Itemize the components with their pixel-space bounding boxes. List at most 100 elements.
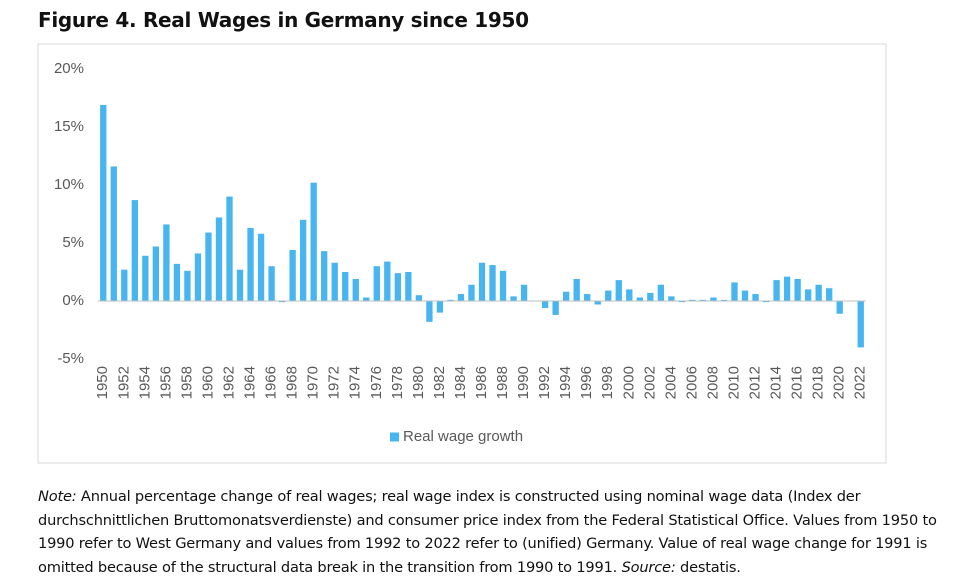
bar	[100, 104, 107, 302]
bar	[142, 255, 149, 301]
bar	[489, 265, 496, 301]
x-tick-label: 1998	[599, 366, 616, 399]
x-tick-label: 1970	[305, 366, 322, 399]
note-label: Note:	[38, 488, 77, 505]
bar	[594, 301, 601, 305]
bar	[510, 296, 517, 301]
x-tick-label: 1966	[263, 366, 280, 399]
bar	[342, 272, 349, 301]
x-tick-label: 2000	[620, 366, 637, 399]
chart-frame	[37, 43, 887, 464]
bar	[121, 269, 128, 301]
bar	[257, 233, 265, 301]
x-tick-label: 2004	[662, 366, 679, 399]
x-tick-label: 1968	[284, 366, 301, 399]
x-tick-label: 1964	[242, 366, 259, 399]
bar	[426, 301, 433, 322]
bar	[163, 224, 170, 301]
x-tick-label: 2010	[725, 366, 742, 399]
x-tick-label: 1982	[431, 366, 448, 399]
y-tick-label: 20%	[54, 60, 84, 77]
x-tick-label: 2006	[683, 366, 700, 399]
x-tick-label: 1978	[389, 366, 406, 399]
bar	[405, 272, 412, 301]
bar	[205, 232, 212, 301]
bar	[636, 297, 643, 301]
x-tick-label: 2018	[810, 366, 827, 399]
figure-title: Figure 4. Real Wages in Germany since 19…	[38, 8, 529, 32]
bar	[478, 262, 486, 301]
x-tick-label: 1996	[578, 366, 595, 399]
bar	[815, 284, 822, 301]
bar	[783, 276, 791, 301]
bar	[268, 266, 275, 301]
bar	[173, 263, 181, 301]
bar	[152, 246, 160, 301]
x-tick-label: 2014	[768, 366, 785, 399]
y-tick-label: -5%	[57, 350, 84, 367]
bar	[657, 284, 665, 301]
bar	[289, 249, 296, 301]
bar	[678, 301, 686, 303]
bar	[184, 270, 191, 301]
bar	[321, 251, 328, 301]
bar	[236, 269, 244, 301]
bar	[552, 301, 559, 315]
x-tick-label: 1992	[536, 366, 553, 399]
legend-swatch	[390, 432, 399, 442]
x-tick-label: 2022	[852, 366, 869, 399]
x-tick-label: 2008	[704, 366, 721, 399]
bar	[331, 262, 338, 301]
bar	[689, 299, 696, 301]
bar	[373, 266, 380, 301]
source-label: Source:	[621, 558, 676, 576]
x-tick-label: 1962	[220, 366, 237, 399]
x-tick-label: 1984	[452, 366, 469, 399]
bar	[699, 299, 707, 301]
bar	[668, 296, 675, 301]
bar	[836, 301, 843, 314]
bar	[762, 301, 770, 303]
bar	[468, 284, 475, 301]
bar	[110, 166, 117, 301]
y-tick-label: 5%	[62, 234, 84, 251]
bar	[194, 253, 202, 301]
bar	[584, 294, 591, 301]
x-tick-label: 1958	[178, 366, 195, 399]
bar	[573, 278, 580, 301]
x-tick-label: 1974	[347, 366, 364, 399]
x-tick-label: 2012	[747, 366, 764, 399]
x-tick-label: 1950	[94, 366, 111, 399]
x-tick-label: 2016	[789, 366, 806, 399]
x-tick-label: 1954	[136, 366, 153, 399]
bar	[457, 294, 465, 301]
x-tick-label: 2002	[641, 366, 658, 399]
bar	[647, 292, 654, 301]
bar	[131, 200, 138, 301]
bar	[794, 278, 801, 301]
bar	[541, 301, 549, 308]
bar	[752, 294, 759, 301]
bar	[278, 301, 286, 303]
bar	[363, 297, 370, 301]
bar	[247, 227, 254, 301]
bar	[520, 284, 528, 301]
legend-label: Real wage growth	[403, 428, 523, 445]
bar	[394, 273, 401, 301]
x-tick-label: 1994	[557, 366, 574, 399]
note: Note: Annual percentage change of real w…	[38, 485, 953, 579]
bar	[352, 278, 359, 301]
bar	[804, 289, 812, 301]
bar	[720, 299, 728, 301]
bar	[299, 219, 307, 301]
bar	[384, 261, 391, 301]
bar	[615, 280, 622, 301]
bar	[605, 290, 612, 301]
x-tick-label: 1960	[199, 366, 216, 399]
bar	[499, 270, 507, 301]
y-tick-label: 0%	[62, 292, 84, 309]
bar	[563, 291, 570, 301]
y-tick-label: 10%	[54, 176, 84, 193]
